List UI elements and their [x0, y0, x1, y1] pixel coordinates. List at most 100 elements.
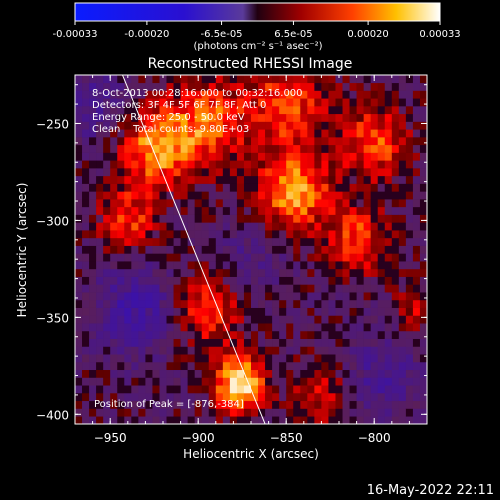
heatmap-cell — [265, 338, 273, 347]
heatmap-cell — [258, 323, 266, 332]
heatmap-cell — [314, 199, 322, 208]
heatmap-cell — [363, 75, 371, 84]
heatmap-cell — [173, 237, 181, 246]
heatmap-cell — [75, 90, 83, 99]
heatmap-cell — [286, 129, 294, 138]
heatmap-cell — [398, 121, 407, 130]
heatmap-cell — [96, 106, 104, 115]
heatmap-cell — [314, 338, 322, 347]
heatmap-cell — [159, 183, 167, 192]
heatmap-cell — [398, 408, 407, 417]
heatmap-cell — [412, 137, 421, 146]
heatmap-cell — [363, 152, 371, 161]
heatmap-cell — [82, 330, 90, 339]
heatmap-cell — [328, 307, 336, 316]
heatmap-cell — [159, 369, 167, 378]
colorbar-ticks: -0.00033 -0.00020 -6.5e-05 6.5e-05 0.00020 0.… — [53, 21, 461, 40]
heatmap-cell — [82, 222, 90, 231]
heatmap-cell — [251, 338, 259, 347]
heatmap-cell — [307, 392, 315, 402]
heatmap-cell — [342, 160, 350, 169]
heatmap-cell — [131, 121, 139, 130]
heatmap-cell — [236, 199, 245, 208]
heatmap-cell — [145, 377, 153, 386]
heatmap-cell — [117, 261, 125, 270]
heatmap-cell — [363, 284, 371, 293]
heatmap-cell — [243, 261, 252, 270]
heatmap-cell — [293, 191, 301, 200]
heatmap-cell — [419, 152, 427, 161]
heatmap-cell — [265, 253, 273, 262]
heatmap-cell — [110, 361, 118, 371]
heatmap-cell — [286, 323, 294, 332]
heatmap-cell — [243, 354, 252, 363]
heatmap-cell — [370, 307, 379, 316]
heatmap-cell — [166, 137, 174, 146]
heatmap-cell — [201, 315, 210, 324]
heatmap-cell — [103, 307, 111, 316]
heatmap-cell — [398, 323, 407, 332]
heatmap-cell — [152, 168, 160, 177]
heatmap-cell — [173, 385, 181, 394]
heatmap-cell — [236, 299, 245, 308]
heatmap-cell — [110, 307, 118, 316]
heatmap-cell — [328, 385, 336, 394]
heatmap-cell — [321, 152, 329, 161]
heatmap-cell — [117, 284, 125, 293]
heatmap-cell — [145, 144, 153, 153]
heatmap-cell — [124, 315, 132, 324]
heatmap-cell — [124, 416, 132, 424]
heatmap-cell — [398, 230, 407, 239]
heatmap-cell — [377, 183, 386, 192]
heatmap-cell — [173, 284, 181, 293]
heatmap-cell — [405, 75, 414, 84]
heatmap-cell — [251, 75, 259, 84]
heatmap-cell — [187, 106, 195, 115]
heatmap-cell — [243, 183, 252, 192]
heatmap-cell — [96, 292, 104, 301]
heatmap-cell — [258, 276, 266, 285]
heatmap-cell — [145, 284, 153, 293]
heatmap-cell — [222, 144, 231, 153]
heatmap-cell — [75, 361, 83, 371]
heatmap-cell — [236, 121, 245, 130]
heatmap-cell — [286, 206, 294, 215]
heatmap-cell — [377, 121, 386, 130]
heatmap-cell — [173, 191, 181, 200]
heatmap-cell — [201, 400, 210, 409]
heatmap-cell — [152, 315, 160, 324]
heatmap-cell — [96, 222, 104, 231]
heatmap-cell — [75, 338, 83, 347]
heatmap-cell — [215, 369, 224, 378]
heatmap-cell — [194, 315, 203, 324]
heatmap-cell — [82, 199, 90, 208]
heatmap-cell — [412, 175, 421, 184]
heatmap-cell — [194, 338, 203, 347]
heatmap-cell — [272, 323, 280, 332]
heatmap-cell — [279, 354, 287, 363]
heatmap-cell — [82, 137, 90, 146]
heatmap-cell — [265, 354, 273, 363]
heatmap-cell — [384, 82, 393, 91]
heatmap-cell — [159, 75, 167, 84]
heatmap-cell — [236, 268, 245, 277]
heatmap-cell — [335, 408, 343, 417]
heatmap-cell — [405, 346, 414, 355]
heatmap-cell — [300, 292, 308, 301]
heatmap-cell — [229, 346, 238, 355]
heatmap-cell — [159, 354, 167, 363]
heatmap-cell — [349, 354, 357, 363]
heatmap-cell — [173, 106, 181, 115]
heatmap-cell — [222, 175, 231, 184]
heatmap-cell — [152, 199, 160, 208]
heatmap-cell — [314, 183, 322, 192]
heatmap-cell — [138, 385, 146, 394]
annotation-counts: Clean Total counts: 9.80E+03 — [92, 124, 249, 135]
heatmap-cell — [265, 230, 273, 239]
heatmap-cell — [405, 354, 414, 363]
heatmap-cell — [300, 199, 308, 208]
heatmap-cell — [236, 175, 245, 184]
heatmap-cell — [236, 392, 245, 402]
heatmap-cell — [124, 330, 132, 339]
heatmap-cell — [300, 416, 308, 424]
